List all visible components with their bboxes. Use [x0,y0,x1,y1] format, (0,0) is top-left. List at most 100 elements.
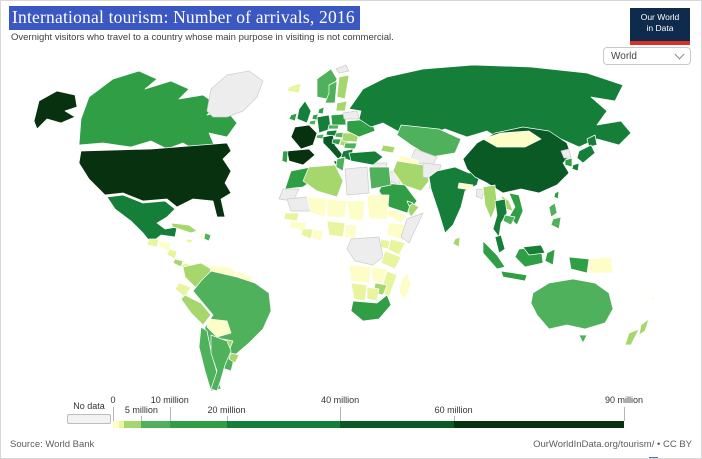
country-denmark[interactable] [317,106,325,115]
country-peru[interactable] [180,294,212,326]
country-thailand[interactable] [492,198,508,238]
country-myanmar[interactable] [482,184,498,220]
country-mexico[interactable] [106,194,178,244]
country-indonesia-west-papua[interactable] [568,256,590,274]
country-ecuador[interactable] [174,282,192,298]
country-usa[interactable] [78,142,232,218]
country-uk[interactable] [296,100,312,124]
country-indonesia-java[interactable] [500,270,528,282]
country-bolivia[interactable] [206,318,232,338]
country-france[interactable] [290,124,318,150]
country-papua-new-guinea[interactable] [588,256,614,274]
country-tunisia[interactable] [335,156,346,172]
country-mongolia[interactable] [482,130,542,148]
country-baltics[interactable] [335,100,348,112]
legend-bar[interactable] [113,421,624,428]
country-australia[interactable] [530,278,614,330]
country-somalia[interactable] [400,212,424,244]
country-sweden[interactable] [324,80,338,104]
country-libya[interactable] [344,166,370,196]
country-netherlands[interactable] [311,113,319,121]
country-sri-lanka[interactable] [452,236,461,248]
country-senegal[interactable] [283,212,300,222]
country-indonesia-sulawesi[interactable] [544,248,556,266]
country-iceland[interactable] [286,82,302,94]
country-usa-alaska[interactable] [33,90,78,130]
country-portugal[interactable] [281,150,289,164]
country-sudan[interactable] [366,194,390,220]
owid-logo[interactable]: Our World in Data [630,8,690,45]
country-cambodia[interactable] [502,214,516,226]
country-malaysia-peninsula[interactable] [494,234,506,254]
country-jamaica[interactable] [185,238,194,244]
entity-selector-dropdown[interactable]: World [603,47,691,65]
country-niger[interactable] [326,198,348,218]
country-algeria[interactable] [302,164,344,198]
country-greenland[interactable] [206,70,264,118]
country-namibia[interactable] [350,282,368,302]
country-uruguay[interactable] [228,352,240,364]
country-belarus[interactable] [342,110,360,120]
legend-no-data-swatch[interactable] [67,414,111,424]
country-italy[interactable] [322,134,344,160]
country-svalbard[interactable] [335,64,350,74]
country-cuba[interactable] [170,222,198,234]
country-uae[interactable] [406,200,414,207]
country-oman[interactable] [407,202,420,218]
country-botswana[interactable] [366,286,380,302]
country-saudi-arabia[interactable] [378,182,418,214]
country-croatia[interactable] [331,138,342,146]
country-dominican-republic[interactable] [203,232,212,242]
country-fiji[interactable] [650,296,656,302]
country-russia[interactable] [348,64,632,148]
country-ghana[interactable] [311,228,324,242]
country-zambia[interactable] [370,266,388,284]
country-india[interactable] [428,166,482,234]
country-mali[interactable] [306,196,328,218]
country-guatemala[interactable] [146,238,160,248]
country-japan-honshu[interactable] [576,144,596,164]
country-poland[interactable] [330,113,347,126]
country-angola[interactable] [348,264,372,284]
country-caucasus[interactable] [380,144,396,154]
country-turkey[interactable] [348,150,384,166]
country-bangladesh[interactable] [475,188,485,200]
country-madagascar[interactable] [398,272,412,300]
credit-link[interactable]: OurWorldInData.org/tourism/ • CC BY [533,439,692,450]
legend-segment-1-2M [118,421,125,428]
country-ireland[interactable] [288,112,298,122]
country-argentina[interactable] [210,334,232,392]
country-japan-hokkaido[interactable] [586,134,598,148]
country-uganda[interactable] [379,238,391,250]
country-finland[interactable] [336,74,350,100]
country-germany[interactable] [316,114,332,134]
country-malaysia-borneo[interactable] [522,244,546,256]
source-note: Source: World Bank [10,439,95,450]
country-nigeria[interactable] [326,220,346,238]
country-philippines-mindanao[interactable] [550,216,562,230]
country-egypt[interactable] [368,166,392,190]
country-ivory-coast[interactable] [300,228,314,240]
country-nepal[interactable] [457,182,474,191]
country-spain[interactable] [286,148,316,166]
country-australia-tasmania[interactable] [578,334,588,344]
country-haiti[interactable] [197,232,205,240]
country-chad[interactable] [346,200,366,222]
country-indonesia-sumatra[interactable] [482,240,506,270]
country-tanzania[interactable] [380,250,402,270]
country-kenya[interactable] [387,238,406,256]
country-new-zealand-north[interactable] [638,318,650,336]
country-belgium[interactable] [308,119,317,126]
country-philippines-luzon[interactable] [548,202,558,218]
country-new-zealand-south[interactable] [624,328,640,346]
country-south-korea[interactable] [564,157,573,168]
country-cameroon[interactable] [344,224,358,240]
country-south-africa[interactable] [350,294,392,322]
country-taiwan[interactable] [553,190,560,200]
country-kazakhstan[interactable] [396,124,462,158]
country-nicaragua[interactable] [166,248,178,260]
country-japan-kyushu[interactable] [571,162,580,172]
country-china[interactable] [462,126,572,194]
country-drc[interactable] [346,236,384,266]
country-bulgaria[interactable] [343,142,358,150]
